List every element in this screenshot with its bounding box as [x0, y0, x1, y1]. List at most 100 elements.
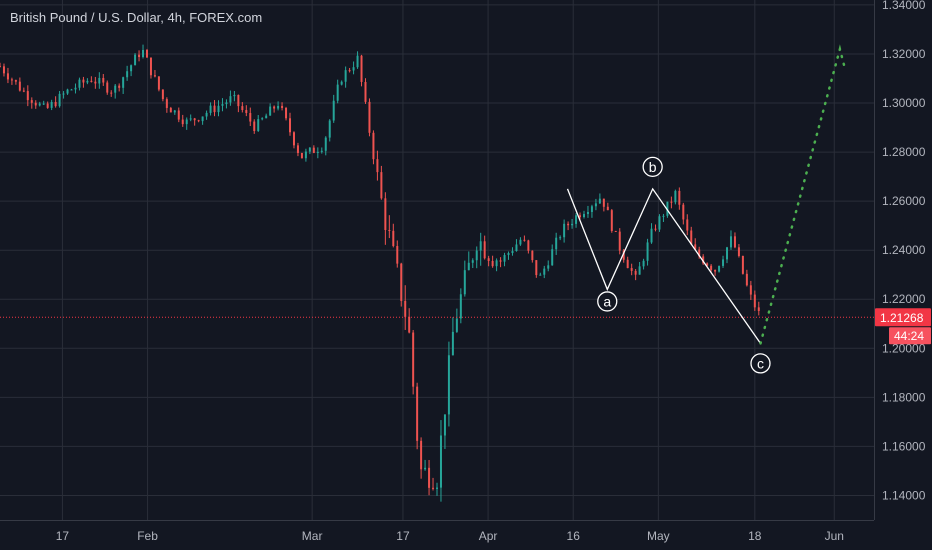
candle-body-45	[177, 110, 180, 120]
candle-body-126	[499, 260, 502, 262]
x-tick-label-7: 18	[748, 529, 762, 543]
candle-body-12	[46, 103, 49, 108]
candle-body-161	[638, 266, 641, 275]
candle-body-108	[428, 467, 431, 488]
y-tick-label-4: 1.26000	[882, 194, 926, 208]
candle-body-139	[551, 249, 554, 266]
candle-body-24	[94, 81, 97, 84]
candle-body-66	[261, 118, 264, 120]
wave-label-a: a	[603, 293, 611, 309]
candle-body-69	[273, 106, 276, 109]
candle-body-17	[66, 89, 69, 94]
candle-body-171	[678, 190, 681, 205]
candle-body-153	[606, 206, 609, 211]
y-tick-label-0: 1.34000	[882, 0, 926, 12]
candle-body-27	[106, 82, 109, 93]
candle-body-7	[26, 91, 29, 101]
candle-body-145	[575, 215, 578, 224]
x-tick-label-5: 16	[567, 529, 581, 543]
candle-body-122	[483, 241, 486, 259]
candle-body-106	[420, 440, 423, 470]
candle-body-68	[269, 106, 272, 116]
candle-body-104	[412, 332, 415, 387]
candle-body-21	[82, 79, 85, 83]
candle-body-105	[416, 386, 419, 441]
candle-body-115	[455, 318, 458, 332]
candle-body-152	[602, 198, 605, 207]
candle-body-135	[535, 260, 538, 276]
candle-body-37	[145, 49, 148, 58]
y-tick-label-10: 1.14000	[882, 488, 926, 502]
candle-body-160	[634, 270, 637, 275]
candle-body-5	[18, 81, 21, 91]
y-tick-label-9: 1.16000	[882, 439, 926, 453]
candle-body-9	[34, 102, 37, 106]
candle-body-95	[376, 159, 379, 173]
candle-body-131	[519, 239, 522, 245]
candle-body-141	[559, 237, 562, 239]
wave-label-circle-b	[642, 156, 663, 178]
candle-body-146	[579, 215, 582, 218]
countdown-label: 44:24	[894, 329, 924, 343]
candle-body-158	[626, 259, 629, 269]
candle-body-72	[285, 107, 288, 119]
x-tick-label-2: Mar	[302, 529, 323, 543]
candle-body-191	[757, 307, 760, 311]
overlay-layer: a b c	[0, 44, 874, 374]
candle-body-173	[686, 219, 689, 231]
candle-body-36	[142, 49, 145, 58]
candle-body-79	[312, 147, 315, 153]
candle-body-58	[229, 96, 232, 103]
candle-body-44	[173, 110, 176, 113]
candle-body-64	[253, 121, 256, 132]
candle-body-20	[78, 79, 81, 88]
candle-body-49	[193, 118, 196, 121]
candle-body-35	[138, 54, 141, 58]
candle-body-89	[352, 67, 355, 71]
grid-layer	[0, 0, 874, 520]
candle-body-53	[209, 105, 212, 113]
candle-body-151	[598, 198, 601, 204]
candle-body-144	[571, 223, 574, 226]
candle-body-34	[134, 54, 137, 66]
candle-body-50	[197, 120, 200, 122]
x-tick-label-3: 17	[396, 529, 410, 543]
candle-body-137	[543, 268, 546, 275]
candle-body-98	[388, 230, 391, 232]
candle-body-154	[610, 210, 613, 231]
candle-body-99	[392, 230, 395, 247]
candle-body-138	[547, 265, 550, 269]
candle-body-83	[328, 120, 331, 138]
x-tick-label-4: Apr	[479, 529, 498, 543]
candle-body-80	[316, 151, 319, 153]
candle-body-75	[296, 145, 299, 153]
candle-body-77	[304, 151, 307, 159]
candle-body-52	[205, 112, 208, 117]
candle-body-59	[233, 94, 236, 97]
current-price-badge	[875, 308, 931, 327]
candle-body-78	[308, 147, 311, 152]
candle-body-170	[674, 190, 677, 203]
candle-body-96	[380, 172, 383, 199]
candle-body-22	[86, 80, 89, 83]
candle-body-67	[265, 115, 268, 119]
candle-body-169	[670, 201, 673, 203]
wave-label-b: b	[649, 159, 657, 175]
candle-body-86	[340, 81, 343, 85]
candle-body-33	[130, 65, 133, 72]
candle-body-140	[555, 237, 558, 250]
candle-body-162	[642, 260, 645, 267]
candle-body-156	[618, 231, 621, 251]
candle-body-25	[98, 77, 101, 84]
candle-body-41	[161, 89, 164, 100]
candle-body-129	[511, 251, 514, 254]
candle-body-186	[737, 247, 740, 256]
candle-body-30	[118, 85, 121, 88]
candle-body-62	[245, 110, 248, 114]
candle-body-48	[189, 118, 192, 120]
candle-body-147	[582, 214, 585, 218]
candle-body-32	[126, 71, 129, 78]
candle-body-174	[690, 230, 693, 245]
